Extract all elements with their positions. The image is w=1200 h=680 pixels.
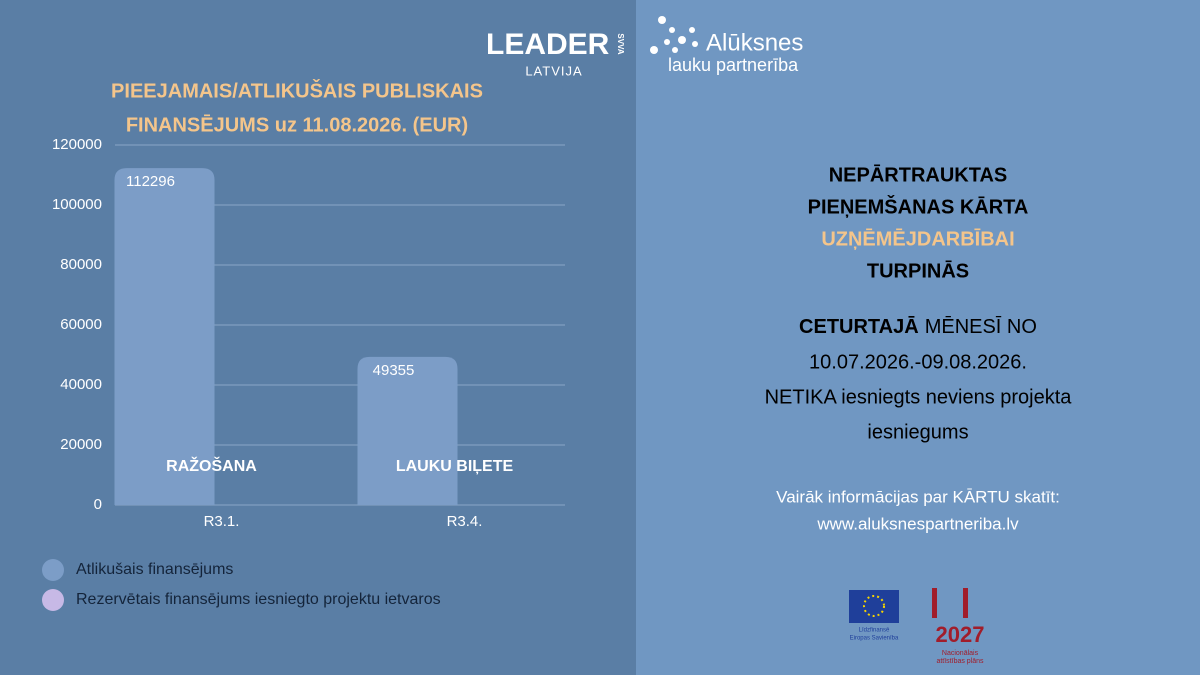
period-rest: MĒNESĪ NO xyxy=(925,315,1037,338)
y-tick-label: 60000 xyxy=(60,316,102,333)
nap-label: Nacionālais xyxy=(942,650,979,657)
chart-title: FINANSĒJUMS uz 11.08.2026. (EUR) xyxy=(126,114,468,136)
period: CETURTAJĀ MĒNESĪ NO xyxy=(799,315,1037,338)
notice: NETIKA iesniegts neviens projekta xyxy=(765,386,1073,408)
svva: SVVA xyxy=(616,33,625,54)
y-tick-label: 80000 xyxy=(60,256,102,273)
eu-flag xyxy=(849,590,899,623)
legend-swatch xyxy=(42,589,64,611)
y-tick-label: 20000 xyxy=(60,436,102,453)
latvija: LATVIJA xyxy=(525,63,582,78)
eu-label: Līdzfinansē xyxy=(859,628,890,634)
y-tick-label: 100000 xyxy=(52,196,102,213)
notice: iesniegums xyxy=(867,421,968,443)
y-tick-label: 40000 xyxy=(60,376,102,393)
x-tick-label: R3.1. xyxy=(204,513,240,530)
period-bold: CETURTAJĀ xyxy=(799,316,919,338)
heading: UZŅĒMĒJDARBĪBAI xyxy=(821,228,1014,250)
left-panel xyxy=(0,0,636,675)
aluksnes: Alūksnes xyxy=(706,29,803,56)
chart-title: PIEEJAMAIS/ATLIKUŠAIS PUBLISKAIS xyxy=(111,78,483,102)
heading: TURPINĀS xyxy=(867,260,969,282)
period-dates: 10.07.2026.-09.08.2026. xyxy=(809,351,1027,373)
bar-annotation: RAŽOŠANA xyxy=(166,456,257,475)
heading: PIEŅEMŠANAS KĀRTA xyxy=(808,194,1029,218)
nap-bar xyxy=(963,588,968,618)
eu-stars xyxy=(863,595,885,617)
value-label: 112296 xyxy=(126,173,175,190)
x-tick-label: R3.4. xyxy=(447,513,483,530)
chart: 0 20000 40000 60000 80000 100000 120000 R3.1. 11… xyxy=(42,136,565,611)
legend-swatch xyxy=(42,559,64,581)
right-panel xyxy=(636,0,1200,675)
more-info: Vairāk informācijas par KĀRTU skatīt: xyxy=(776,487,1060,506)
legend-label: Rezervētais finansējums iesniegto projek… xyxy=(76,591,441,608)
heading: NEPĀRTRAUKTAS xyxy=(829,164,1008,186)
eu-label: Eiropas Savienība xyxy=(850,636,899,642)
y-tick-label: 0 xyxy=(94,496,102,513)
legend-label: Atlikušais finansējums xyxy=(76,561,233,578)
value-label: 49355 xyxy=(373,362,415,379)
nap-bar xyxy=(932,588,937,618)
y-tick-label: 120000 xyxy=(52,136,102,153)
dots-icon xyxy=(650,16,698,54)
leader-logo: LEADER xyxy=(486,28,610,61)
nap-year: 2027 xyxy=(936,622,985,647)
bar xyxy=(114,168,215,505)
bar-annotation: LAUKU BIĻETE xyxy=(396,458,514,475)
nap-label: attīstības plāns xyxy=(936,658,984,665)
more-info-link[interactable]: www.aluksnespartneriba.lv xyxy=(816,514,1019,533)
partneriba: lauku partnerība xyxy=(668,55,799,75)
bar xyxy=(357,356,458,505)
